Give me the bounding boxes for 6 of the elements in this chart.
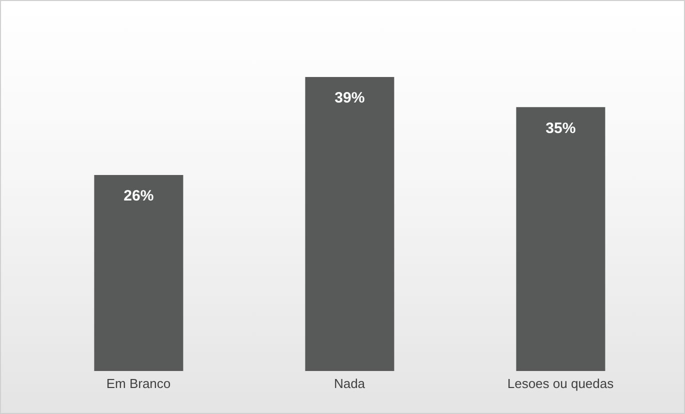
data-label: 26%	[124, 188, 154, 205]
x-tick-label: Em Branco	[106, 376, 171, 392]
data-label: 39%	[334, 90, 365, 107]
x-tick-label: Nada	[334, 376, 366, 392]
data-label: 35%	[546, 120, 576, 137]
x-tick-label: Lesoes ou quedas	[507, 376, 614, 392]
